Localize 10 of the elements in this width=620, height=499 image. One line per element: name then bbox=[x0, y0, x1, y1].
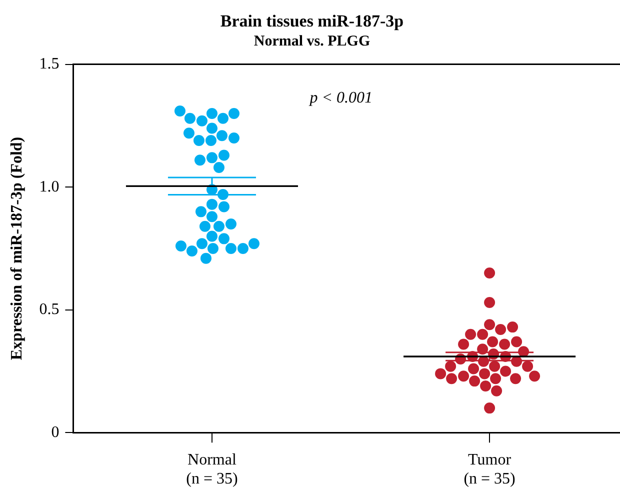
annotation: p < 0.001 bbox=[308, 89, 373, 106]
y-tick-label: 1.5 bbox=[39, 56, 60, 73]
y-tick-label: 0.5 bbox=[39, 301, 60, 318]
y-axis-title: Expression of miR-187-3p (Fold) bbox=[8, 136, 26, 360]
x-tick-label: Tumor (n = 35) bbox=[464, 451, 516, 488]
x-tick-label: Normal (n = 35) bbox=[186, 451, 238, 488]
y-tick-label: 0 bbox=[51, 424, 60, 441]
chart-title: Brain tissues miR-187-3p bbox=[220, 12, 404, 31]
chart-subtitle: Normal vs. PLGG bbox=[254, 33, 370, 50]
y-tick-label: 1.0 bbox=[39, 178, 60, 196]
